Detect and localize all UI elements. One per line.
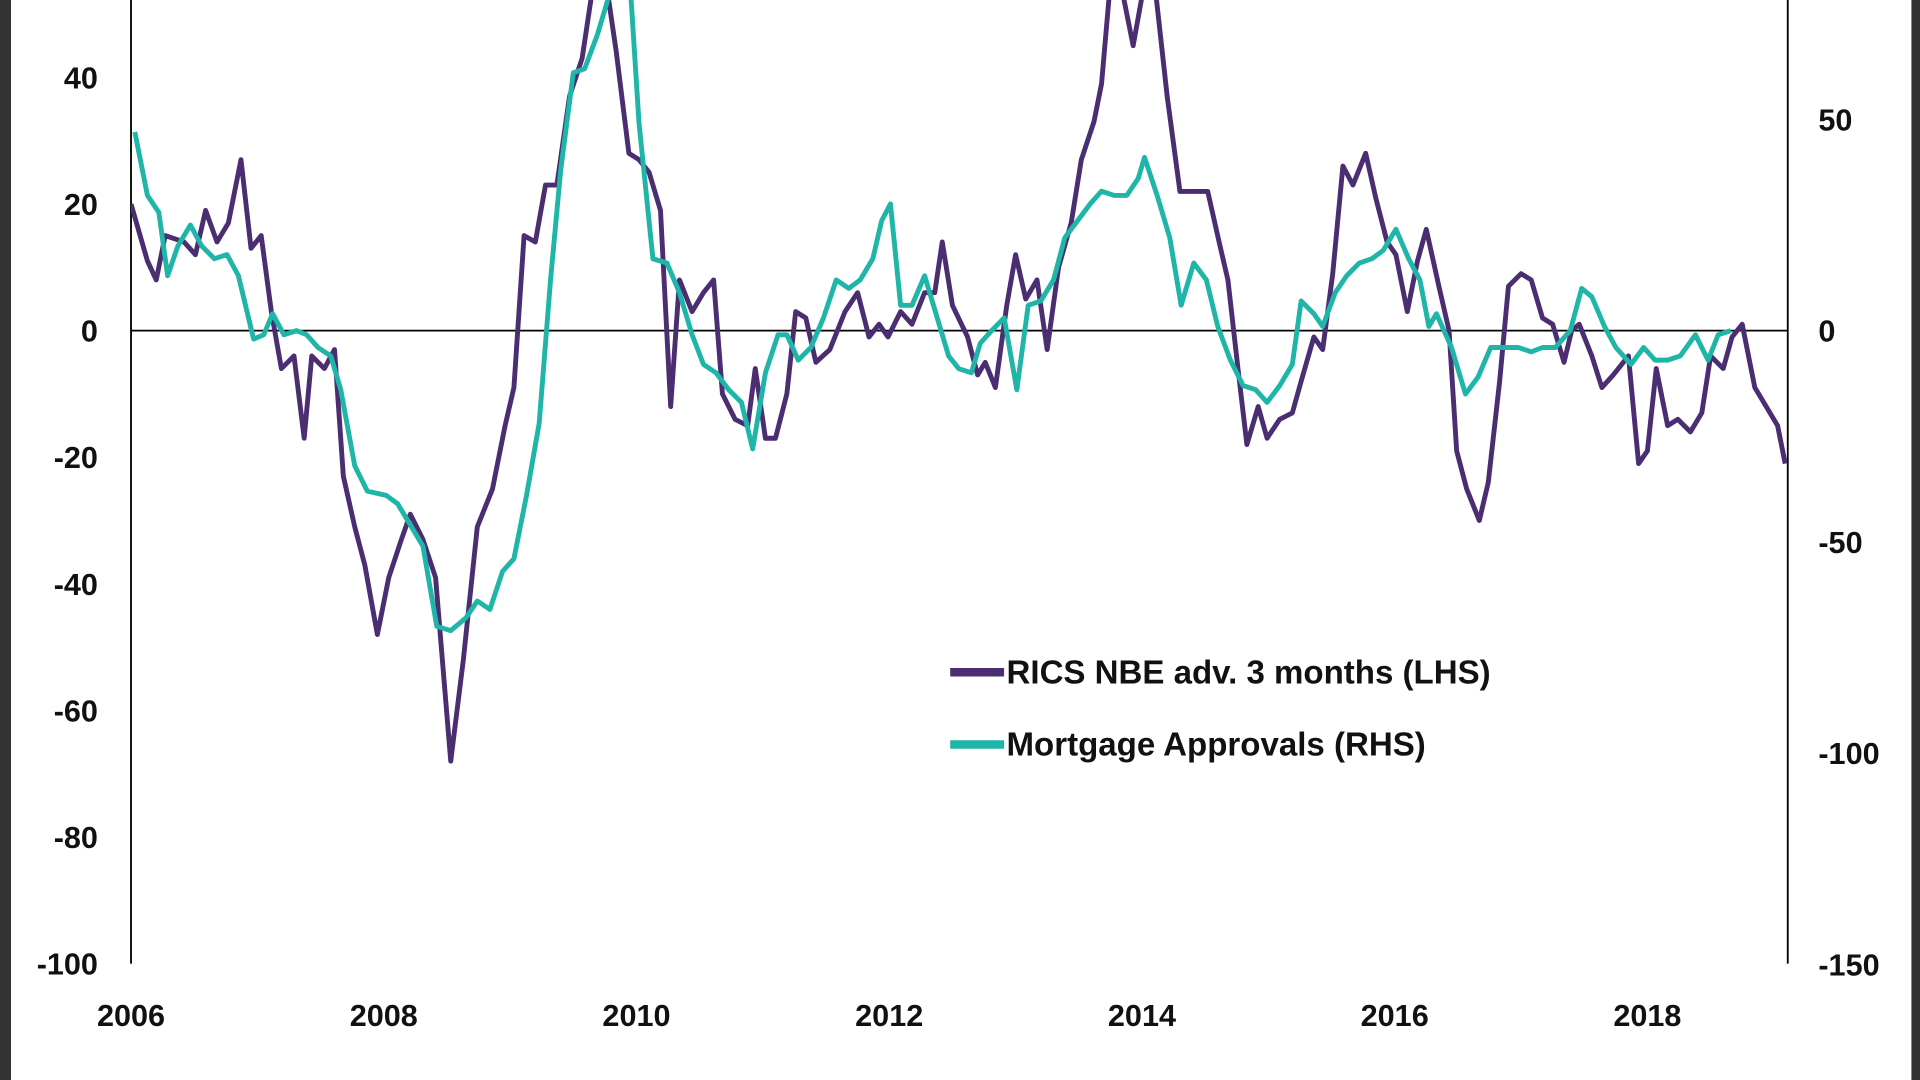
right-y-tick-label: 0 <box>1818 315 1835 349</box>
right-y-tick-label: -50 <box>1818 526 1862 560</box>
right-y-tick-label: 50 <box>1818 103 1852 137</box>
mortgage-series-line <box>132 0 1732 634</box>
left-y-tick-label: -40 <box>54 568 98 602</box>
frame-left-border <box>0 0 12 1080</box>
left-y-tick-label: -60 <box>54 694 98 728</box>
x-tick-label: 2016 <box>1361 999 1429 1033</box>
right-y-tick-label: -150 <box>1818 948 1879 982</box>
legend: RICS NBE adv. 3 months (LHS) Mortgage Ap… <box>950 654 1491 764</box>
left-y-tick-label: 0 <box>81 315 98 349</box>
x-tick-label: 2018 <box>1613 999 1681 1033</box>
right-y-tick-label: -100 <box>1818 737 1879 771</box>
legend-item-rics: RICS NBE adv. 3 months (LHS) <box>950 654 1491 691</box>
left-y-tick-label: 20 <box>64 188 98 222</box>
legend-label-mortgage: Mortgage Approvals (RHS) <box>1007 727 1426 764</box>
frame-right-border <box>1911 0 1920 1080</box>
x-tick-label: 2012 <box>855 999 923 1033</box>
left-y-tick-label: 40 <box>64 61 98 95</box>
x-tick-label: 2008 <box>350 999 418 1033</box>
left-y-tick-label: -20 <box>54 441 98 475</box>
x-tick-label: 2014 <box>1108 999 1176 1033</box>
left-y-tick-label: -100 <box>37 948 98 982</box>
left-y-tick-label: -80 <box>54 821 98 855</box>
legend-label-rics: RICS NBE adv. 3 months (LHS) <box>1007 654 1491 691</box>
rics-series-line <box>131 0 1788 764</box>
x-tick-label: 2006 <box>97 999 165 1033</box>
legend-item-mortgage: Mortgage Approvals (RHS) <box>950 727 1426 764</box>
x-tick-label: 2010 <box>602 999 670 1033</box>
